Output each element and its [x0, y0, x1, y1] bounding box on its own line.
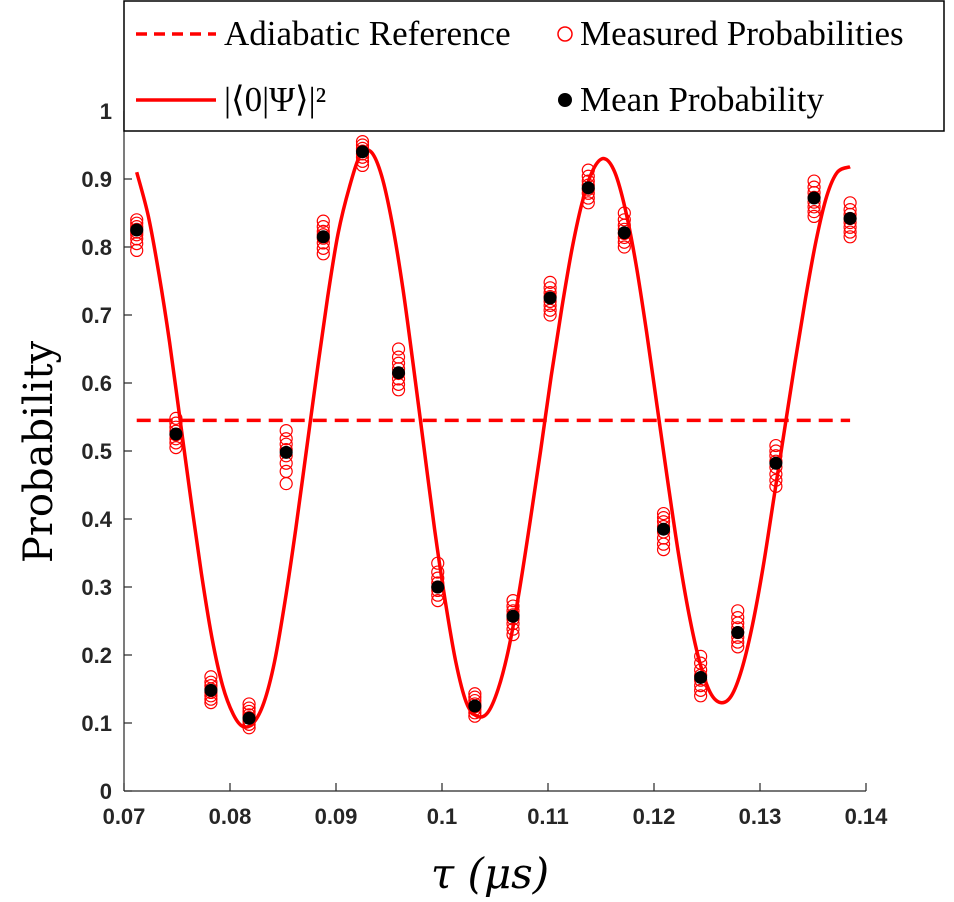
measured-point [316, 214, 330, 228]
measured-point [506, 593, 520, 608]
legend-theory-label: |⟨0|Ψ⟩|² [224, 80, 326, 119]
measured-point [242, 697, 256, 711]
measured-point [656, 506, 671, 521]
mean-point [468, 699, 482, 713]
legend-measured-label: Measured Probabilities [580, 14, 904, 53]
measured-point [807, 174, 821, 188]
x-axis-label: τ (μs) [431, 849, 549, 898]
mean-point [543, 291, 557, 305]
mean-point [204, 683, 218, 697]
x-tick-label: 0.08 [209, 804, 252, 829]
y-tick-label: 0.7 [81, 303, 112, 328]
mean-point [316, 230, 330, 244]
y-tick-label: 0.8 [81, 235, 112, 260]
measured-point [169, 441, 183, 455]
legend-mean-label: Mean Probability [580, 80, 824, 119]
mean-point [392, 366, 406, 380]
axes: 0.07 0.08 0.09 0.1 0.11 0.12 0.13 0.14 0 0.1 0.2 0.… [81, 99, 888, 829]
measured-point [731, 610, 745, 625]
y-axis-label: Probability [16, 340, 62, 563]
mean-point [807, 191, 821, 205]
legend-mean-swatch [558, 93, 572, 107]
measured-point [279, 456, 293, 470]
measured-point [807, 209, 821, 223]
measured-point [617, 213, 631, 227]
y-tick-label: 0.5 [81, 439, 112, 464]
y-tick-label: 0.9 [81, 167, 112, 192]
mean-point [242, 711, 256, 725]
measured-point [431, 565, 445, 579]
mean-point [731, 626, 745, 640]
measured-point [543, 275, 557, 289]
measured-point [843, 230, 857, 244]
y-tick-label: 0.4 [81, 507, 112, 532]
legend: Adiabatic Reference Measured Probabiliti… [123, 0, 945, 132]
x-tick-label: 0.1 [427, 804, 458, 829]
measured-point [431, 593, 445, 608]
y-tick-label: 0.3 [81, 575, 112, 600]
measured-point [694, 656, 708, 670]
mean-point [769, 456, 783, 470]
mean-point [169, 427, 183, 441]
measured-point [694, 689, 708, 703]
x-tick-label: 0.07 [103, 804, 146, 829]
mean-point [617, 226, 631, 240]
measured-point [279, 432, 293, 446]
measured-point [731, 640, 745, 654]
measured-point [279, 424, 293, 438]
x-tick-label: 0.11 [527, 804, 569, 829]
measured-point [391, 350, 406, 364]
x-tick-label: 0.13 [739, 804, 782, 829]
data-layer [130, 135, 857, 735]
measured-point [581, 163, 595, 177]
measured-point [731, 604, 745, 618]
measured-point [843, 225, 857, 239]
measured-point [694, 683, 708, 697]
measured-point [506, 622, 520, 636]
measured-point [769, 473, 783, 487]
measured-point [617, 206, 631, 220]
measured-point [543, 308, 557, 322]
legend-box [123, 0, 945, 132]
y-tick-label: 0 [100, 779, 112, 804]
measured-point [316, 247, 330, 261]
y-tick-label: 0.1 [81, 711, 112, 736]
mean-point [356, 145, 369, 159]
measured-point [581, 196, 595, 210]
mean-point [431, 580, 445, 594]
measured-point [431, 556, 445, 570]
measured-point [391, 383, 406, 397]
measured-point [279, 477, 293, 491]
measured-point [506, 627, 520, 642]
measured-point [130, 243, 144, 257]
measured-point [617, 240, 631, 254]
x-tick-label: 0.14 [845, 804, 889, 829]
mean-point [694, 670, 708, 684]
legend-measured-swatch [557, 26, 573, 42]
x-tick-label: 0.09 [315, 804, 358, 829]
legend-adiabatic-label: Adiabatic Reference [224, 14, 511, 53]
mean-point [130, 223, 144, 237]
measured-point [694, 649, 708, 663]
measured-point [169, 411, 183, 425]
measured-point [204, 670, 218, 684]
measured-point [279, 464, 293, 478]
measured-point [843, 196, 857, 210]
measured-point [807, 205, 821, 219]
mean-point [279, 445, 293, 459]
mean-point [581, 181, 595, 195]
measured-point [769, 438, 783, 453]
mean-point [506, 609, 520, 623]
x-tick-label: 0.12 [633, 804, 676, 829]
mean-point [843, 211, 857, 225]
y-tick-label: 1 [100, 99, 112, 124]
mean-point [657, 522, 671, 536]
y-tick-label: 0.2 [81, 643, 112, 668]
y-tick-label: 0.6 [81, 371, 112, 396]
measured-point [391, 342, 406, 356]
